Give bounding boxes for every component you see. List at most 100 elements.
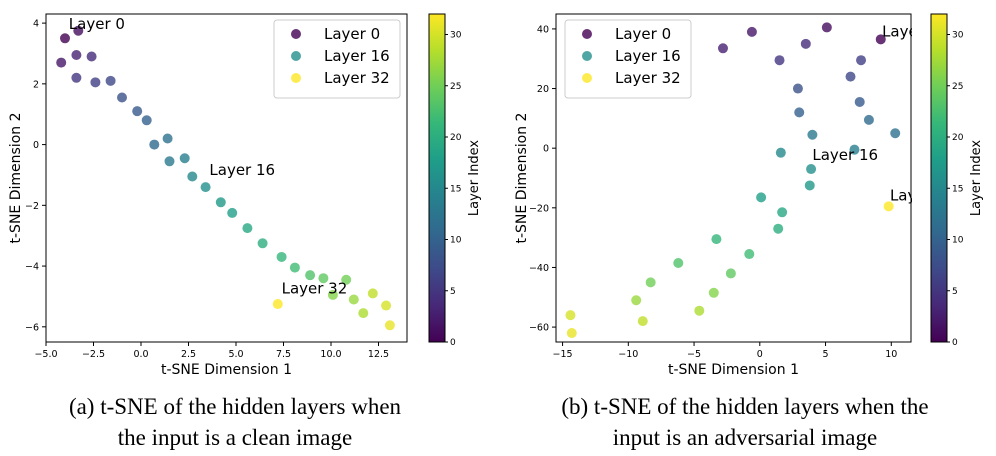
x-tick-label: −5 bbox=[687, 349, 701, 360]
y-tick-label: −40 bbox=[529, 263, 549, 274]
plot-frame bbox=[45, 13, 408, 343]
data-point-layer-13 bbox=[807, 129, 818, 140]
data-points bbox=[56, 25, 395, 331]
colorbar bbox=[428, 13, 446, 343]
data-point-layer-11 bbox=[149, 139, 160, 150]
colorbar bbox=[930, 13, 948, 343]
data-point-layer-15 bbox=[775, 147, 786, 158]
y-tick-label: 0 bbox=[33, 140, 39, 151]
data-point-layer-7 bbox=[105, 75, 116, 86]
colorbar-label: Layer Index bbox=[467, 140, 482, 216]
legend: Layer 0 Layer 16 Layer 32 bbox=[564, 19, 692, 99]
data-point-layer-23 bbox=[305, 270, 316, 281]
legend-marker-layer-0 bbox=[291, 29, 301, 39]
x-tick-label: −10 bbox=[618, 349, 638, 360]
data-point-layer-28 bbox=[694, 305, 705, 316]
data-point-layer-14 bbox=[849, 144, 860, 155]
data-point-layer-2 bbox=[746, 26, 757, 37]
data-points bbox=[565, 22, 901, 339]
figure-canvas: −5.0 −2.5 0.0 2.5 5.0 7.5 10.0 12.5420−2−4−6t-S… bbox=[8, 13, 984, 378]
x-tick-label: 7.5 bbox=[276, 349, 291, 360]
colorbar-tick-label: 5 bbox=[952, 287, 958, 297]
y-axis-label: t-SNE Dimension 2 bbox=[514, 113, 530, 244]
data-point-layer-16 bbox=[200, 182, 211, 193]
annotation-layer-0: Layer 0 bbox=[882, 22, 938, 40]
data-point-layer-5 bbox=[774, 55, 785, 66]
legend-label: Layer 32 bbox=[324, 69, 390, 87]
y-tick-label: 40 bbox=[537, 24, 549, 35]
x-tick-label: 0 bbox=[757, 349, 763, 360]
legend-marker-layer-16 bbox=[582, 51, 592, 61]
data-point-layer-6 bbox=[856, 55, 867, 66]
legend-box bbox=[273, 19, 401, 99]
annotations: Layer 0 Layer 16 Layer 32 bbox=[812, 22, 956, 204]
colorbar-tick-label: 30 bbox=[450, 31, 462, 41]
data-point-layer-25 bbox=[341, 274, 352, 285]
legend-label: Layer 32 bbox=[615, 69, 681, 87]
data-point-layer-26 bbox=[327, 289, 338, 300]
x-tick-label: 5 bbox=[823, 349, 829, 360]
data-point-layer-32 bbox=[883, 201, 894, 212]
data-point-layer-3 bbox=[71, 50, 82, 60]
data-point-layer-26 bbox=[708, 287, 719, 298]
legend: Layer 0 Layer 16 Layer 32 bbox=[273, 19, 401, 99]
data-point-layer-17 bbox=[215, 197, 226, 208]
data-point-layer-29 bbox=[637, 316, 648, 327]
data-point-layer-4 bbox=[800, 38, 811, 49]
data-point-layer-27 bbox=[631, 295, 642, 306]
y-tick-label: 0 bbox=[543, 144, 549, 155]
data-point-layer-22 bbox=[289, 262, 300, 273]
y-tick-label: 20 bbox=[537, 84, 549, 95]
data-point-layer-30 bbox=[381, 300, 392, 311]
annotation-layer-32: Layer 32 bbox=[282, 279, 348, 297]
x-tick-label: 5.0 bbox=[228, 349, 243, 360]
chart-adversarial-image: −15 −10 −5 0 5 10 40 20 0 −20 −40 −60 t-SNE Dimensio… bbox=[514, 13, 984, 378]
data-point-layer-31 bbox=[566, 328, 577, 339]
data-point-layer-17 bbox=[804, 180, 815, 191]
data-point-layer-10 bbox=[794, 107, 805, 118]
caption-b: (b) t-SNE of the hidden layers when the … bbox=[500, 391, 990, 453]
annotation-layer-0: Layer 0 bbox=[69, 15, 125, 33]
y-axis-label: t-SNE Dimension 2 bbox=[8, 113, 24, 244]
legend-label: Layer 16 bbox=[324, 47, 390, 65]
colorbar-tick-label: 0 bbox=[450, 338, 456, 348]
legend-label: Layer 0 bbox=[615, 25, 671, 43]
y-tick-label: 2 bbox=[33, 79, 39, 90]
data-point-layer-14 bbox=[179, 153, 190, 164]
legend-label: Layer 16 bbox=[615, 47, 681, 65]
y-tick-label: −2 bbox=[25, 201, 39, 212]
data-point-layer-30 bbox=[565, 310, 576, 321]
legend-box bbox=[564, 19, 692, 99]
data-point-layer-31 bbox=[384, 320, 395, 331]
data-point-layer-8 bbox=[792, 83, 803, 94]
data-point-layer-24 bbox=[318, 273, 329, 284]
colorbar-tick-label: 20 bbox=[450, 133, 462, 143]
y-tick-label: −6 bbox=[25, 322, 39, 333]
colorbar-tick-label: 25 bbox=[450, 82, 461, 92]
data-point-layer-0 bbox=[875, 34, 886, 45]
plot-frame bbox=[555, 13, 912, 343]
data-point-layer-21 bbox=[711, 234, 722, 245]
caption-a-line1: (a) t-SNE of the hidden layers when bbox=[68, 394, 402, 419]
annotation-layer-32: Layer 32 bbox=[890, 186, 956, 204]
data-point-layer-12 bbox=[890, 128, 901, 139]
legend-marker-layer-0 bbox=[582, 29, 592, 39]
data-point-layer-20 bbox=[257, 238, 268, 249]
y-tick-label: −20 bbox=[529, 203, 549, 214]
colorbar-tick-label: 15 bbox=[450, 184, 461, 194]
y-tick-label: −60 bbox=[529, 323, 549, 334]
data-point-layer-9 bbox=[132, 106, 143, 117]
x-tick-label: 2.5 bbox=[181, 349, 196, 360]
colorbar-tick-label: 5 bbox=[450, 287, 456, 297]
x-axis-label: t-SNE Dimension 1 bbox=[668, 362, 799, 378]
data-point-layer-18 bbox=[756, 192, 767, 203]
data-point-layer-11 bbox=[863, 114, 874, 125]
colorbar-tick-label: 20 bbox=[952, 133, 964, 143]
x-tick-label: −15 bbox=[553, 349, 573, 360]
data-point-layer-27 bbox=[348, 294, 359, 305]
colorbar-tick-label: 15 bbox=[952, 184, 963, 194]
legend-marker-layer-32 bbox=[582, 73, 592, 83]
data-point-layer-16 bbox=[806, 164, 817, 175]
x-axis-label: t-SNE Dimension 1 bbox=[161, 362, 292, 378]
annotation-layer-16: Layer 16 bbox=[812, 146, 878, 164]
